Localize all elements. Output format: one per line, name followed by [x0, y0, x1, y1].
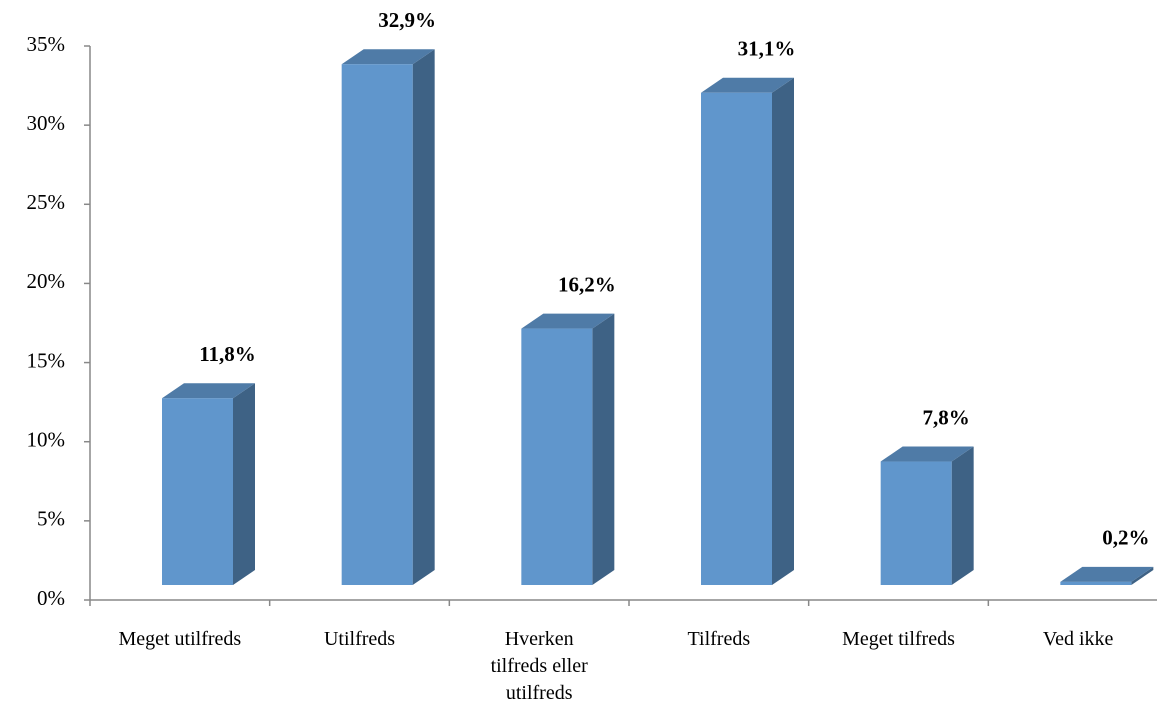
x-tick-label-box: Utilfreds: [323, 628, 396, 650]
x-tick-label-box: Meget tilfreds: [842, 628, 955, 650]
bar-side: [1131, 566, 1154, 585]
x-tick-label: Ved ikke: [1042, 628, 1114, 650]
y-tick-label: 20%: [27, 269, 66, 293]
value-label: 31,1%: [738, 37, 796, 61]
x-tick-label: Meget tilfreds: [842, 628, 955, 650]
bar: [701, 77, 794, 585]
bar-top: [701, 77, 794, 93]
y-tick-label: 30%: [27, 111, 66, 135]
bar-side: [412, 49, 435, 586]
bar-top: [521, 313, 615, 329]
x-tick-label: Utilfreds: [323, 628, 396, 650]
y-tick-label: 25%: [27, 190, 66, 214]
bar-side: [951, 446, 974, 585]
bar: [521, 313, 615, 585]
y-tick-label: 15%: [27, 348, 66, 372]
bar-side: [233, 383, 255, 585]
x-tick-label-box: Meget utilfreds: [118, 628, 242, 650]
bar-top: [880, 446, 974, 462]
bar-side: [772, 77, 794, 585]
value-label: 11,8%: [199, 342, 256, 366]
y-tick-label: 35%: [27, 32, 66, 56]
bar-front: [701, 92, 772, 585]
x-tick-label-box: Tilfreds: [687, 628, 751, 650]
bar-top: [1060, 566, 1154, 582]
y-tick-label: 10%: [27, 428, 66, 452]
bar-top: [341, 49, 435, 65]
bar-front: [1060, 581, 1132, 585]
y-tick-label: 5%: [37, 507, 65, 531]
x-tick-label: Hverken tilfreds eller utilfreds: [490, 628, 588, 704]
bar: [162, 383, 255, 585]
bar-front: [521, 328, 593, 585]
bar-top: [162, 383, 255, 399]
bar: [880, 446, 974, 585]
bar-side: [592, 313, 615, 585]
x-tick-label: Tilfreds: [687, 628, 751, 650]
value-label: 7,8%: [923, 405, 970, 429]
x-tick-label-box: Ved ikke: [1042, 628, 1114, 650]
value-label: 0,2%: [1102, 526, 1149, 550]
bar-front: [341, 64, 413, 586]
x-tick-label: Meget utilfreds: [118, 628, 242, 650]
bar-front: [162, 398, 233, 585]
x-tick-label-box: Hverken tilfreds eller utilfreds: [490, 628, 588, 704]
bar: [341, 49, 435, 586]
bar: [1060, 566, 1154, 585]
bar-front: [880, 461, 952, 585]
y-tick-label: 0%: [37, 586, 65, 610]
value-label: 16,2%: [558, 272, 616, 296]
value-label: 32,9%: [378, 8, 436, 32]
